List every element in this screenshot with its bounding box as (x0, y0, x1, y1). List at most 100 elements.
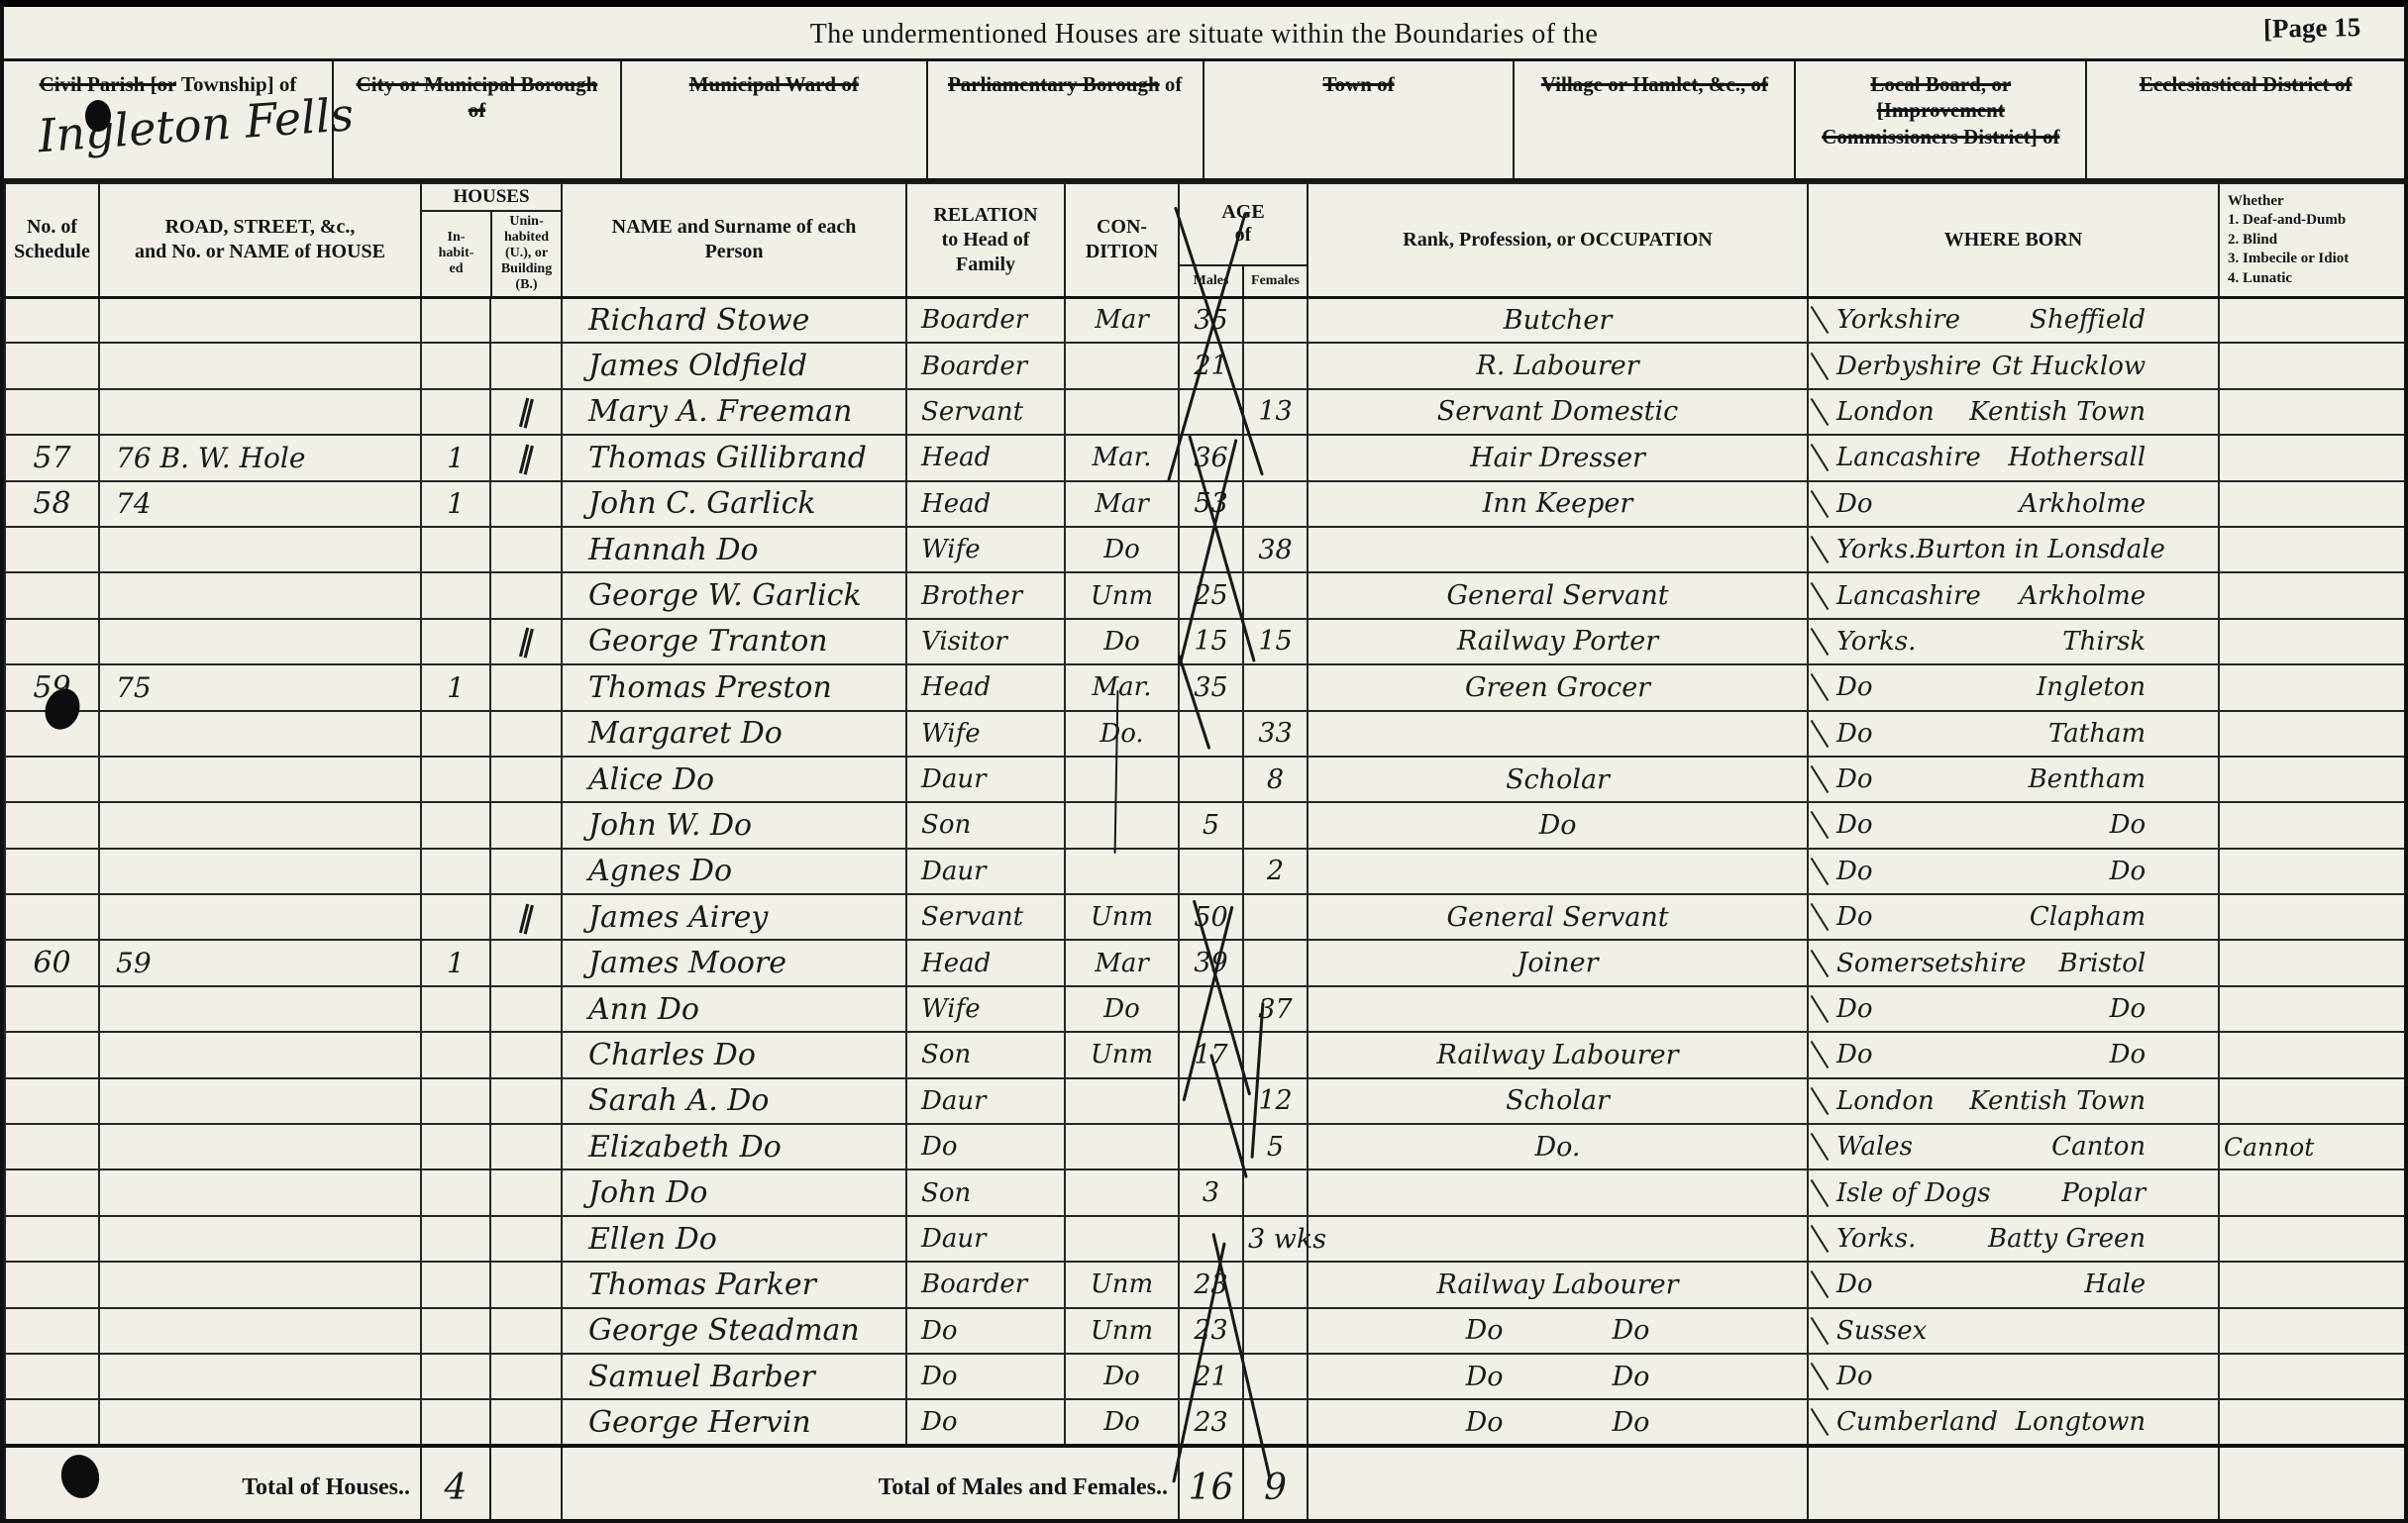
cell-relation: Do (905, 1123, 1067, 1171)
cell-age-males: 36 (1178, 434, 1245, 482)
header-uninhabited: Unin- habited (U.), or Building (B.) (500, 214, 553, 293)
cell-schedule (4, 1306, 100, 1355)
pen-check-mark (1810, 397, 1830, 427)
cell-road (98, 525, 422, 574)
cell-condition (1064, 1214, 1181, 1264)
cell-where-born: Do Do (1807, 1031, 2221, 1079)
table-row: ‖ Mary A. Freeman Servant 13 Servant Domesti… (4, 387, 2404, 437)
cell-occupation: General Servant (1307, 893, 1810, 942)
born-place-text: Arkholme (2019, 488, 2146, 519)
cell-name: John Do (561, 1168, 908, 1217)
born-place-text: Thirsk (2062, 626, 2146, 657)
header-where-born: WHERE BORN (1807, 182, 2221, 299)
cell-schedule (4, 984, 100, 1034)
table-row: ‖ James Airey Servant Unm 50 General Servant D… (4, 893, 2404, 942)
cell-road (98, 1031, 422, 1079)
header-condition: CON- DITION (1064, 182, 1181, 299)
tally-mark: ‖ (514, 393, 538, 431)
cell-inhabited: 1 (420, 479, 491, 528)
cell-condition (1064, 1123, 1181, 1171)
cell-age-females (1242, 663, 1309, 712)
born-county-text: Yorks. (1836, 535, 1917, 565)
born-county-text: Do (1836, 902, 1873, 933)
header-inhabited: In- habit- ed (422, 212, 493, 296)
cell-relation: Servant (905, 387, 1067, 437)
pen-check-mark (1810, 627, 1830, 657)
cell-name: Margaret Do (561, 709, 908, 758)
cell-disabilities (2218, 571, 2404, 620)
cell-disabilities (2218, 1076, 2404, 1126)
cell-uninhabited: ‖ (488, 617, 564, 666)
cell-schedule (4, 295, 100, 345)
occupation-text: Railway Labourer (1436, 1269, 1679, 1300)
cell-age-males: 50 (1178, 893, 1245, 942)
cell-inhabited: 1 (420, 663, 491, 712)
born-place-text: Do (2109, 856, 2146, 886)
table-row: John Do Son 3 Isle of Dogs Poplar (4, 1168, 2404, 1217)
header-females: Females (1251, 272, 1300, 288)
cell-condition: Unm (1064, 1261, 1181, 1309)
cell-name: John W. Do (561, 801, 908, 850)
cell-occupation: Railway Labourer (1307, 1261, 1810, 1309)
cell-road (98, 1306, 422, 1355)
cell-relation: Wife (905, 709, 1067, 758)
cell-condition: Do. (1064, 709, 1181, 758)
cell-occupation: General Servant (1307, 571, 1810, 620)
cell-schedule (4, 755, 100, 804)
cell-road (98, 755, 422, 804)
cell-condition: Mar (1064, 295, 1181, 345)
occupation-text: Joiner (1517, 948, 1599, 979)
table-row: Sarah A. Do Daur 12 Scholar London Kentish To… (4, 1076, 2404, 1126)
cell-disabilities (2218, 663, 2404, 712)
totals-row: Total of Houses.. 4 Total of Males and F… (4, 1444, 2404, 1519)
cell-uninhabited: ‖ (488, 387, 564, 437)
geo-cell: Village or Hamlet, &c., of (1515, 61, 1797, 178)
header-road: ROAD, STREET, &c., and No. or NAME of HO… (98, 182, 422, 299)
born-place-text: Do (2109, 994, 2146, 1025)
cell-inhabited (420, 295, 491, 345)
cell-age-males: 39 (1178, 939, 1245, 987)
cell-occupation (1307, 525, 1810, 574)
born-county-text: London (1836, 1085, 1935, 1116)
cell-inhabited (420, 525, 491, 574)
cell-disabilities (2218, 1168, 2404, 1217)
cell-uninhabited (488, 1168, 564, 1217)
cell-name: Alice Do (561, 755, 908, 804)
occupation-text: General Servant (1446, 580, 1669, 612)
born-county-text: Do (1836, 488, 1873, 519)
cell-inhabited (420, 1168, 491, 1217)
cell-condition: Unm (1064, 1031, 1181, 1079)
cell-relation: Boarder (905, 342, 1067, 390)
cell-disabilities (2218, 1306, 2404, 1355)
born-county-text: Sussex (1836, 1315, 1928, 1346)
cell-name: Ellen Do (561, 1214, 908, 1264)
table-row: George W. Garlick Brother Unm 25 General Ser… (4, 571, 2404, 620)
cell-where-born: Do Tatham (1807, 709, 2221, 758)
pen-check-mark (1810, 857, 1830, 885)
occupation-text: Scholar (1506, 763, 1610, 795)
pen-check-mark (1810, 1270, 1830, 1299)
cell-road (98, 1214, 422, 1264)
cell-age-males (1178, 755, 1245, 804)
cell-inhabited (420, 755, 491, 804)
born-county-text: Somersetshire (1836, 948, 2027, 978)
cell-inhabited (420, 617, 491, 666)
pen-check-mark (1810, 903, 1830, 932)
cell-schedule (4, 801, 100, 850)
cell-age-females: 2 (1242, 847, 1309, 896)
cell-road (98, 801, 422, 850)
cell-name: John C. Garlick (561, 479, 908, 528)
cell-name: Thomas Parker (561, 1261, 908, 1309)
cell-uninhabited (488, 1123, 564, 1171)
cell-relation: Son (905, 1168, 1067, 1217)
header-houses-group: HOUSES In- habit- ed Unin- habited (U.),… (419, 182, 564, 299)
cell-where-born: Do Do (1807, 847, 2221, 896)
table-row: 60 59 1 James Moore Head Mar 39 Joiner Somersets… (4, 939, 2404, 987)
cell-inhabited: 1 (420, 434, 491, 482)
cell-where-born: Yorks. Thirsk (1807, 617, 2221, 666)
cell-relation: Do (905, 1398, 1067, 1447)
page-title: The undermentioned Houses are situate wi… (809, 19, 1599, 50)
cell-where-born: Do Arkholme (1807, 479, 2221, 528)
cell-condition: Do (1064, 984, 1181, 1034)
geo-label-struck: Civil Parish [or (39, 72, 177, 96)
